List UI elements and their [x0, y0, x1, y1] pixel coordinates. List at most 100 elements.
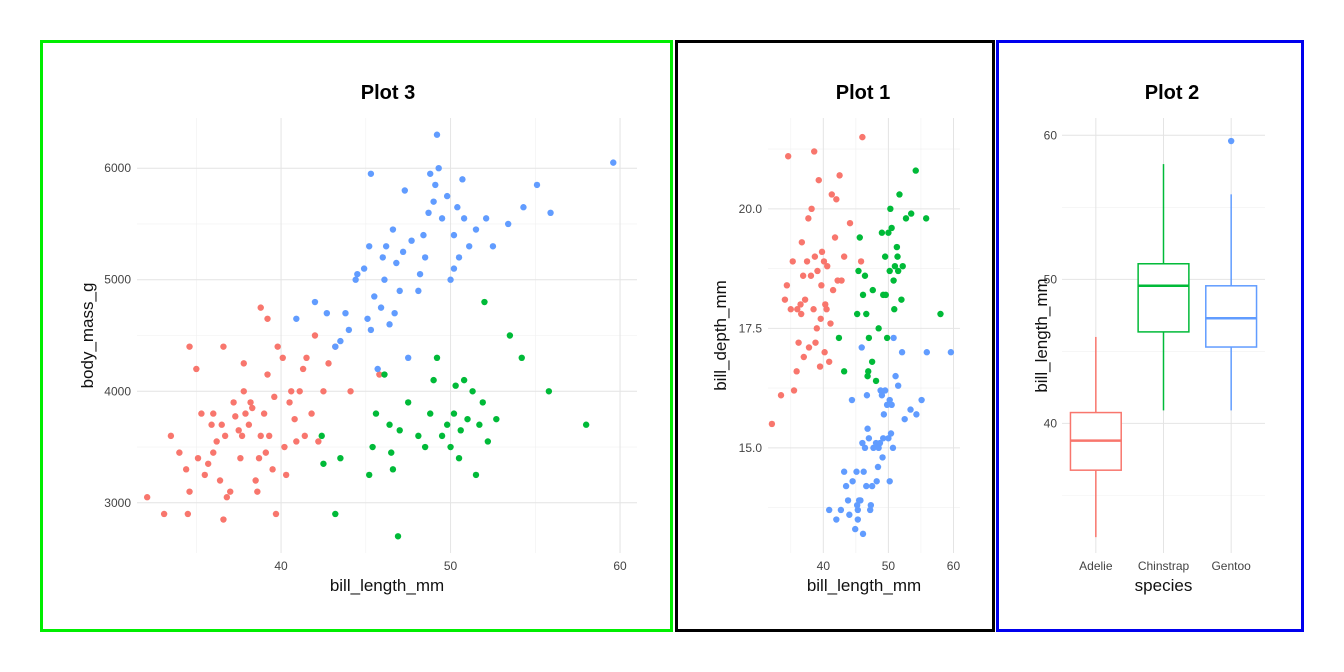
plot1-point-series-0 [805, 215, 812, 222]
plot3-point-series-0 [242, 410, 249, 417]
plot3-point-series-0 [315, 438, 322, 445]
plot3-point-series-1 [452, 382, 459, 389]
plot1-point-series-0 [824, 262, 831, 270]
plot3-point-series-2 [311, 298, 319, 306]
plot3-point-series-2 [433, 131, 441, 138]
plot3-point-series-2 [533, 181, 541, 189]
plot3-point-series-0 [274, 343, 281, 350]
plot3-point-series-2 [379, 254, 386, 261]
plot3-point-series-1 [366, 471, 373, 479]
plot3-point-series-1 [394, 533, 402, 540]
plot1-point-series-2 [867, 501, 875, 509]
plot1-point-series-0 [818, 282, 825, 289]
plot1-point-series-1 [894, 253, 901, 260]
plot3-point-series-0 [286, 399, 293, 406]
plot3-point-series-0 [184, 510, 192, 518]
plot3-point-series-1 [389, 466, 397, 473]
plot1-point-series-2 [860, 468, 867, 475]
plot3-point-series-1 [457, 427, 464, 434]
plot1-point-series-2 [894, 382, 902, 389]
plot1-point-series-2 [880, 411, 888, 418]
plot3-point-series-2 [293, 315, 300, 322]
plot3-point-series-2 [450, 265, 458, 272]
plot1-point-series-1 [885, 229, 892, 236]
plot3-point-series-1 [318, 432, 325, 440]
plot3-x-tick-label: 50 [444, 559, 458, 573]
plot1-point-series-1 [890, 277, 897, 284]
plot1-point-series-1 [869, 286, 876, 294]
plot3-x-tick-label: 60 [613, 559, 627, 573]
plot1-point-series-1 [878, 229, 886, 236]
plot3-point-series-0 [272, 510, 280, 518]
plot1-x-tick-label: 60 [947, 559, 961, 573]
plot1-point-series-2 [880, 435, 887, 442]
plot1-point-series-1 [883, 334, 891, 342]
plot3-point-series-0 [288, 388, 295, 395]
plot3-y-tick-label: 6000 [104, 161, 131, 175]
plot1-point-series-1 [864, 372, 871, 380]
plot1-point-series-2 [889, 444, 897, 452]
plot3-point-series-1 [386, 421, 393, 428]
plot3-point-series-2 [610, 159, 617, 166]
plot1-point-series-2 [825, 506, 833, 514]
plot1-point-series-2 [866, 506, 874, 514]
plot3-point-series-1 [455, 454, 463, 462]
plot1-point-series-0 [787, 306, 794, 313]
plot3-point-series-2 [408, 237, 415, 244]
plot3-point-series-1 [337, 454, 344, 462]
plot3-point-series-1 [469, 388, 476, 395]
plot3-point-series-0 [238, 432, 246, 440]
plot1-point-series-0 [805, 344, 813, 351]
plot3-point-series-0 [376, 371, 383, 378]
plot3-point-series-0 [186, 488, 193, 495]
plot2-x-axis-title: species [1135, 576, 1193, 595]
plot3-point-series-1 [447, 443, 454, 451]
plot3-point-series-2 [415, 287, 422, 295]
plot2-title: Plot 2 [1145, 82, 1199, 104]
plot1-point-series-2 [840, 468, 848, 475]
plot3-point-series-0 [291, 415, 298, 423]
plot1-point-series-2 [837, 506, 845, 514]
plot3-point-series-0 [204, 460, 212, 467]
plot1-point-series-0 [800, 353, 807, 361]
plot1-point-series-2 [848, 396, 856, 404]
plot3-point-series-0 [221, 432, 229, 440]
plot1-point-series-1 [891, 306, 898, 313]
plot3-point-series-2 [360, 265, 368, 272]
plot3-point-series-2 [520, 204, 527, 211]
plot2-y-tick-label: 60 [1044, 128, 1058, 142]
plot3-point-series-2 [472, 226, 480, 233]
plot3-point-series-0 [193, 365, 200, 373]
plot3-point-series-0 [281, 443, 288, 451]
plot1-point-series-1 [898, 296, 905, 303]
plot1-point-series-1 [888, 224, 895, 232]
plot1-point-series-0 [831, 234, 839, 241]
plot3-point-series-0 [252, 477, 259, 484]
plot1-point-series-1 [863, 310, 870, 318]
plot1-point-series-2 [854, 506, 862, 514]
plot3-point-series-0 [216, 477, 224, 484]
plot1-point-series-0 [808, 205, 815, 213]
plot1-point-series-2 [859, 439, 866, 447]
plot3-point-series-1 [404, 399, 412, 406]
plot3-point-series-1 [320, 460, 327, 467]
plot1-point-series-0 [811, 148, 818, 155]
plot1-point-series-1 [835, 334, 843, 342]
plot3-point-series-1 [518, 354, 525, 362]
plot3-point-series-0 [311, 332, 319, 339]
plot1-point-series-2 [886, 478, 893, 485]
plot1-point-series-0 [828, 191, 835, 198]
plot3-point-series-0 [308, 410, 315, 417]
plot3-point-series-0 [245, 421, 253, 428]
plot1-point-series-0 [790, 387, 798, 394]
plot1-point-series-1 [893, 243, 901, 251]
plot1-point-series-2 [886, 396, 893, 404]
plot1-point-series-0 [859, 133, 866, 141]
plot2-panel: Plot 2 40 50 60 Adelie Chinstrap Gentoo species… [996, 40, 1304, 632]
plot3-point-series-1 [421, 443, 429, 451]
plot3-point-series-2 [455, 254, 463, 261]
plot3-point-series-0 [296, 388, 303, 395]
plot3-point-series-1 [493, 415, 500, 423]
plot3-point-series-0 [260, 410, 268, 417]
plot1-x-tick-label: 50 [882, 559, 896, 573]
